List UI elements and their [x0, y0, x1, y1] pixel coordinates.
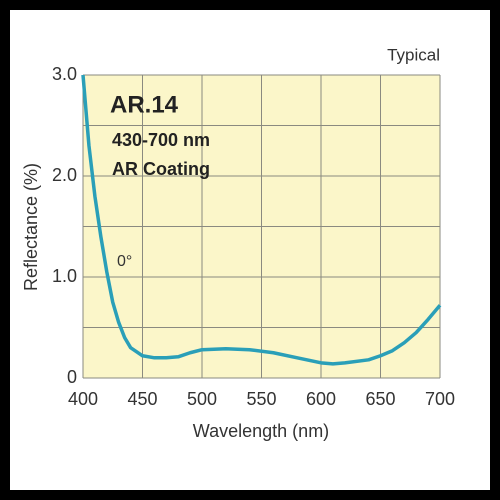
x-tick-label: 600	[306, 389, 336, 409]
y-axis-label: Reflectance (%)	[21, 163, 41, 291]
annotation: 0°	[117, 253, 132, 270]
data-line	[81, 74, 442, 366]
y-tick-label: 1.0	[52, 266, 77, 286]
y-tick-label: 2.0	[52, 165, 77, 185]
plot	[81, 74, 442, 379]
x-tick-label: 450	[127, 389, 157, 409]
x-tick-label: 550	[246, 389, 276, 409]
x-tick-label: 650	[365, 389, 395, 409]
x-axis-label: Wavelength (nm)	[193, 421, 329, 441]
y-tick-label: 0	[67, 367, 77, 387]
chart-title: AR.14	[110, 91, 179, 118]
y-tick-label: 3.0	[52, 64, 77, 84]
x-tick-label: 500	[187, 389, 217, 409]
subtitle: 430-700 nm	[112, 130, 210, 150]
x-tick-label: 400	[68, 389, 98, 409]
corner-label: Typical	[387, 45, 440, 64]
note: AR Coating	[112, 159, 210, 179]
x-tick-label: 700	[425, 389, 455, 409]
